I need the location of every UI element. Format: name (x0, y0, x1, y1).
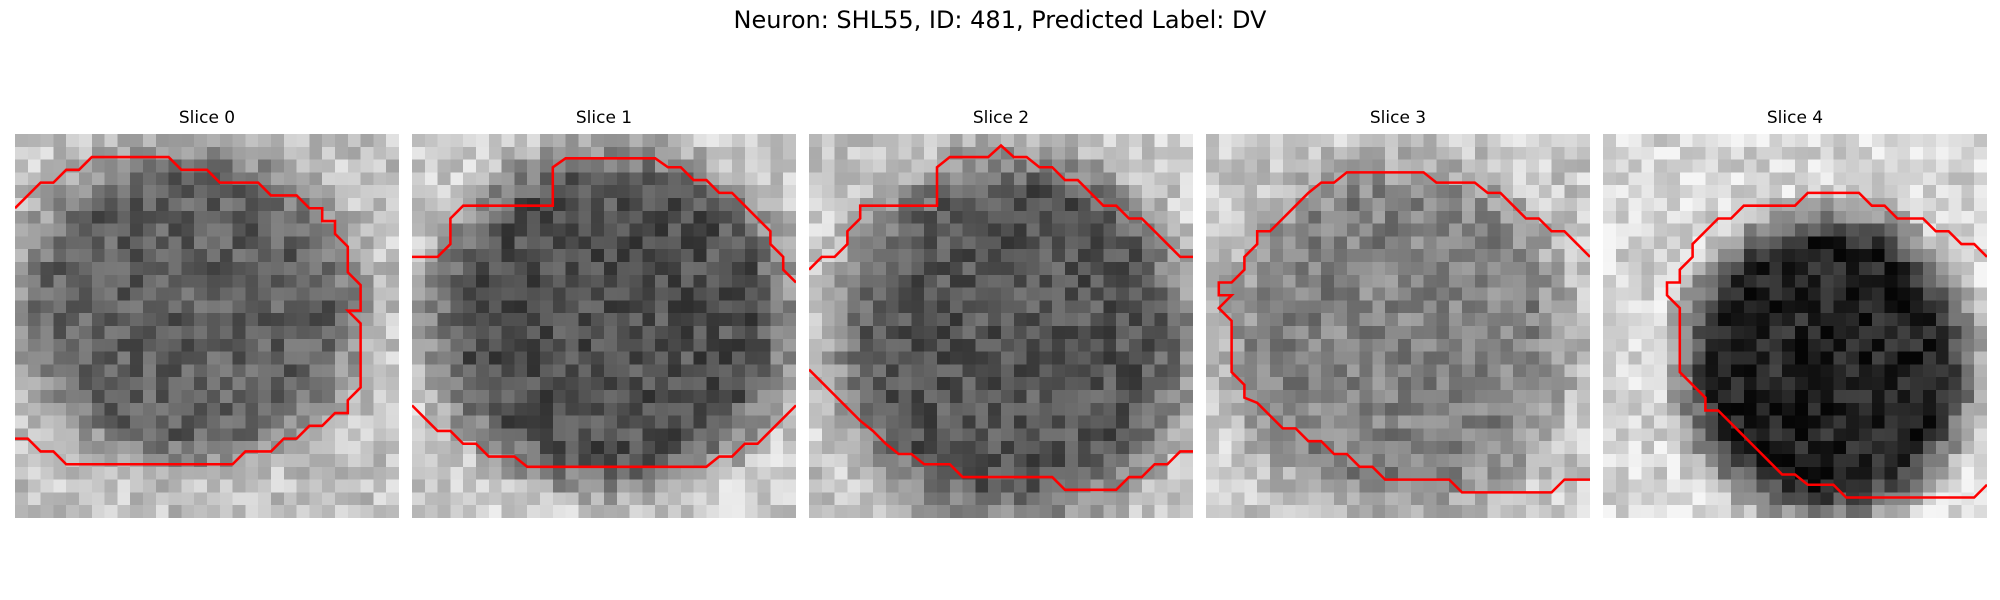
slice-4-title: Slice 4 (1766, 108, 1824, 128)
slice-2-contour-lower (809, 368, 1193, 492)
slice-3-image (1206, 134, 1590, 518)
slice-4-image (1603, 134, 1987, 518)
slice-2-contour (809, 143, 1193, 271)
figure-title: Neuron: SHL55, ID: 481, Predicted Label:… (733, 6, 1267, 34)
slice-2-image (809, 134, 1193, 518)
slice-1-contour (412, 157, 796, 284)
slice-2-title: Slice 2 (972, 108, 1030, 128)
slice-1-title: Slice 1 (575, 108, 633, 128)
slice-1-contour-lower (412, 404, 796, 469)
slice-2-pixels (809, 134, 1193, 518)
slice-3-pixels (1206, 134, 1590, 518)
slice-1-image (412, 134, 796, 518)
slice-4-pixels (1603, 134, 1987, 518)
slice-4-contour (1665, 191, 1987, 499)
slice-0-pixels (15, 134, 399, 518)
slice-1-pixels (412, 134, 796, 518)
slice-3-contour (1216, 171, 1590, 494)
slice-0-title: Slice 0 (178, 108, 236, 128)
slice-0-contour (15, 155, 362, 466)
slice-3-title: Slice 3 (1369, 108, 1427, 128)
slice-0-image (15, 134, 399, 518)
